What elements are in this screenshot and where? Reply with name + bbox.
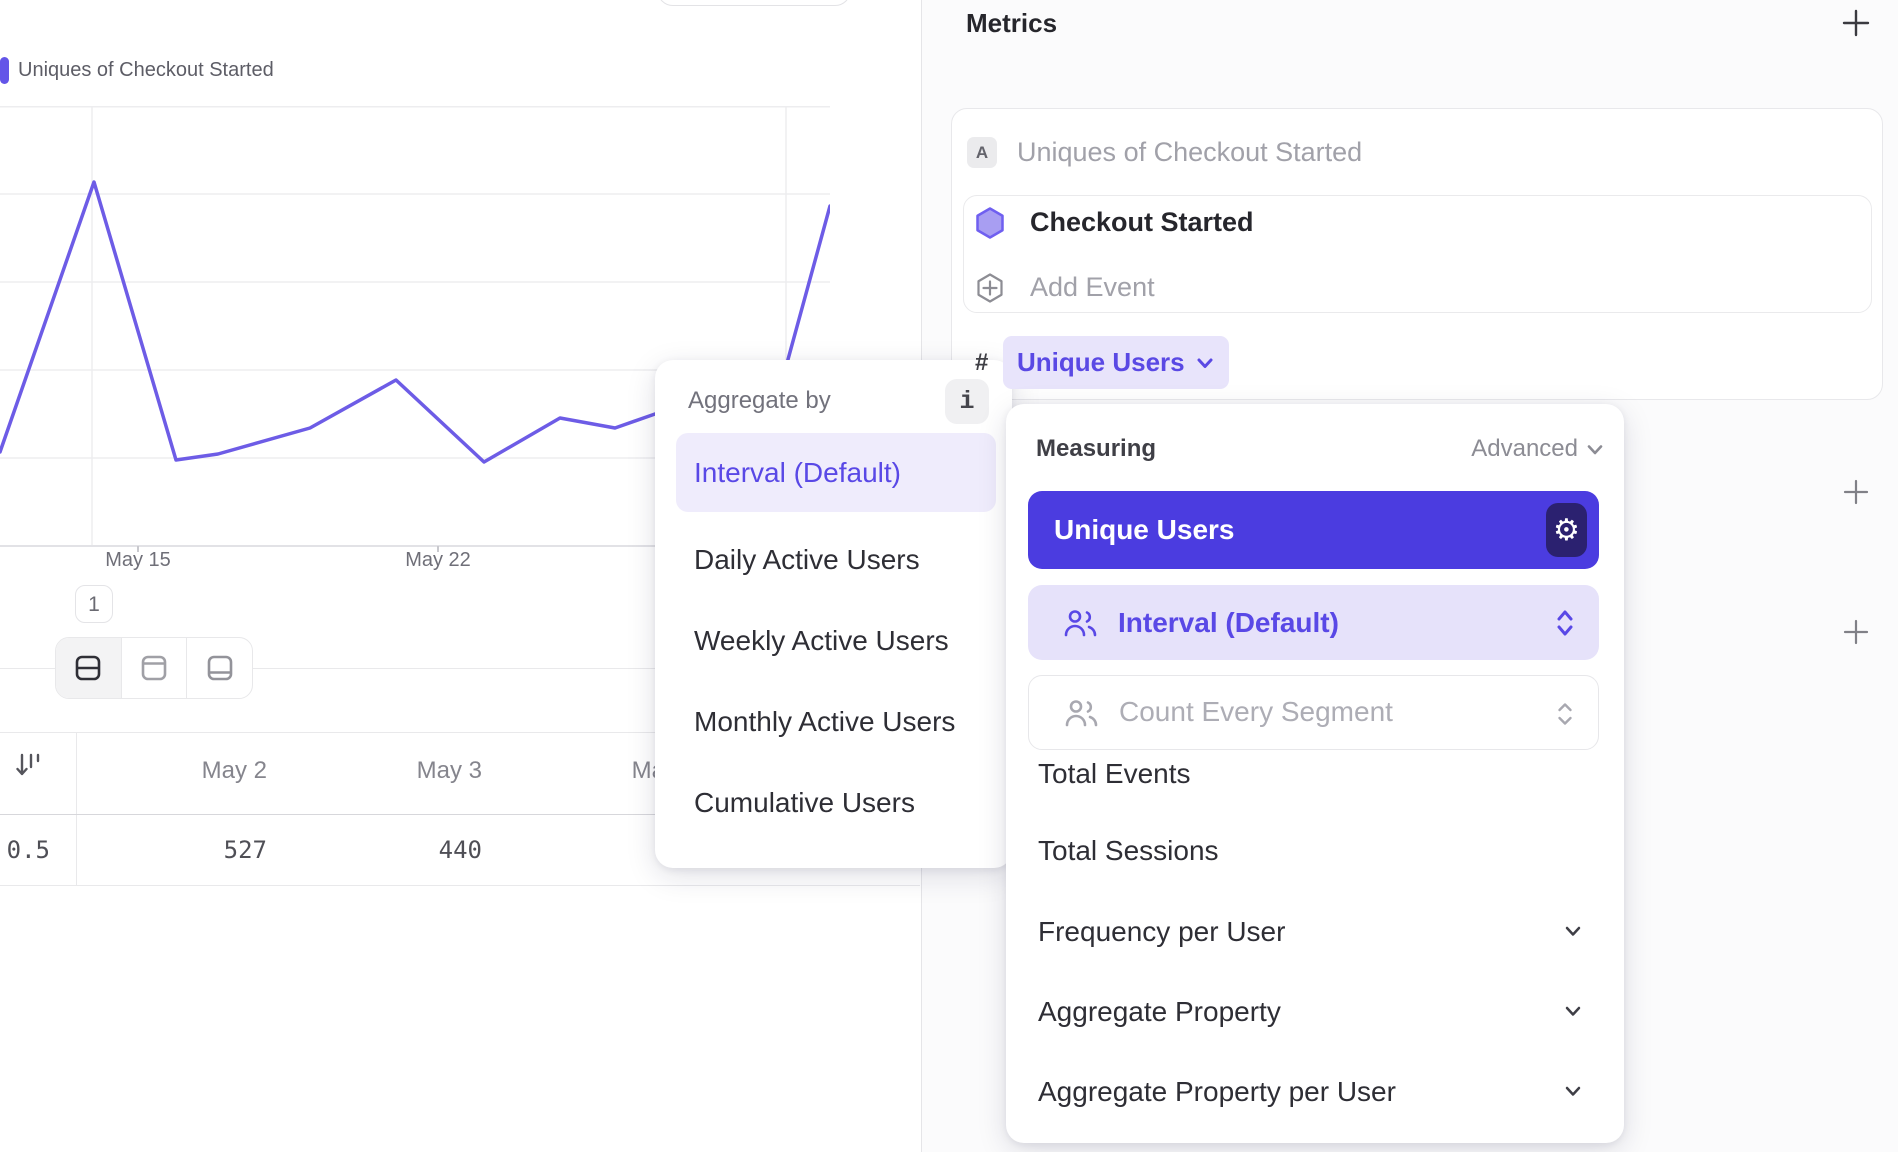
aggregate-by-popup: Aggregate by i Interval (Default) Daily … [655,360,1012,868]
pagination-badge[interactable]: 1 [75,585,113,623]
measuring-mode-dropdown[interactable]: Advanced [1446,435,1606,463]
unique-users-label: Unique Users [1054,514,1235,545]
metrics-panel-title: Metrics [966,8,1058,38]
measure-chip[interactable]: Unique Users [1003,336,1229,389]
interval-default-label: Interval (Default) [1118,607,1339,638]
layout-toggle-table-top[interactable] [122,638,188,698]
aggregate-property-label: Aggregate Property [1038,996,1281,1027]
measure-option-total-sessions[interactable]: Total Sessions [1038,835,1219,866]
chevron-down-icon [1565,926,1581,936]
measure-option-aggregate-property[interactable]: Aggregate Property [1038,996,1598,1028]
table-header-may2: May 2 [201,757,267,784]
add-metric-button[interactable] [1841,8,1871,38]
measure-interval-row[interactable]: Interval (Default) [1028,585,1599,660]
table-bottom-icon [207,655,232,681]
x-axis-tick [437,546,439,552]
measure-chip-label: Unique Users [1017,347,1185,377]
people-icon [1064,610,1097,637]
frequency-per-user-label: Frequency per User [1038,916,1286,947]
aggregate-option-daily[interactable]: Daily Active Users [694,544,920,575]
add-breakdown-button[interactable] [1843,619,1869,645]
x-tick-label-may22: May 22 [405,549,471,571]
aggregate-by-title: Aggregate by [688,387,831,414]
aggregate-option-weekly[interactable]: Weekly Active Users [694,625,949,656]
table-cell-may2: 527 [223,836,267,864]
legend-series-label: Uniques of Checkout Started [18,59,274,81]
measuring-popup: Measuring Advanced Unique Users ⚙ Interv… [1006,404,1624,1143]
metric-title-field[interactable]: Uniques of Checkout Started [1017,137,1363,167]
chevron-down-icon [1587,445,1603,455]
chevron-down-icon [1565,1086,1581,1096]
unfold-icon [1557,610,1573,636]
table-row-label: 0.5 [6,836,50,864]
aggregate-property-per-user-label: Aggregate Property per User [1038,1076,1396,1107]
table-header-may3: May 3 [416,757,482,784]
table-top-icon [141,655,167,681]
measuring-title: Measuring [1036,435,1157,462]
event-row[interactable]: Checkout Started [973,206,1473,240]
measure-row: # Unique Users [971,336,1271,389]
gear-icon: ⚙ [1553,512,1580,548]
aggregate-option-cumulative[interactable]: Cumulative Users [694,787,915,818]
table-top-border [0,732,920,733]
x-axis-tick [137,546,139,552]
count-every-segment-label: Count Every Segment [1119,696,1393,727]
table-row-bottom-border [0,885,920,886]
legend-series-marker [0,57,9,84]
split-horizontal-icon [76,655,101,681]
add-event-row[interactable]: Add Event [973,271,1473,305]
table-header-bottom-border [0,814,920,815]
measure-option-unique-users-selected[interactable]: Unique Users ⚙ [1028,491,1599,569]
toolbar-button-partial[interactable] [657,0,851,6]
measure-option-total-events[interactable]: Total Events [1038,758,1191,789]
add-filter-button[interactable] [1843,479,1869,505]
measure-segment-row[interactable]: Count Every Segment [1028,675,1599,750]
table-sort-icon[interactable] [13,750,45,782]
add-event-hexagon-icon [977,273,1003,303]
event-name: Checkout Started [1030,207,1254,237]
measure-type-symbol: # [975,349,989,376]
chevron-down-icon [1197,358,1213,368]
unfold-icon [1558,703,1572,725]
x-tick-label-may15: May 15 [105,549,171,571]
aggregate-option-interval-selected[interactable]: Interval (Default) [676,433,996,512]
measure-settings-button[interactable]: ⚙ [1546,503,1587,557]
measuring-mode-label: Advanced [1471,435,1578,462]
measure-option-frequency-per-user[interactable]: Frequency per User [1038,916,1598,948]
x-axis-line [0,545,920,547]
layout-toggle-group [55,637,253,699]
table-cell-may3: 440 [438,836,482,864]
event-hexagon-icon [976,207,1004,239]
metric-letter-badge: A [967,137,997,168]
measure-option-aggregate-property-per-user[interactable]: Aggregate Property per User [1038,1076,1598,1108]
add-event-label: Add Event [1030,272,1155,302]
info-button[interactable]: i [945,379,989,424]
aggregate-option-monthly[interactable]: Monthly Active Users [694,706,956,737]
layout-toggle-split[interactable] [56,638,122,698]
aggregate-selected-label: Interval (Default) [694,457,901,488]
table-frozen-col-border [76,732,77,885]
module-divider [0,668,920,669]
event-builder-card [963,195,1872,313]
layout-toggle-table-bottom[interactable] [187,638,252,698]
chevron-down-icon [1565,1006,1581,1016]
people-icon [1065,700,1098,727]
